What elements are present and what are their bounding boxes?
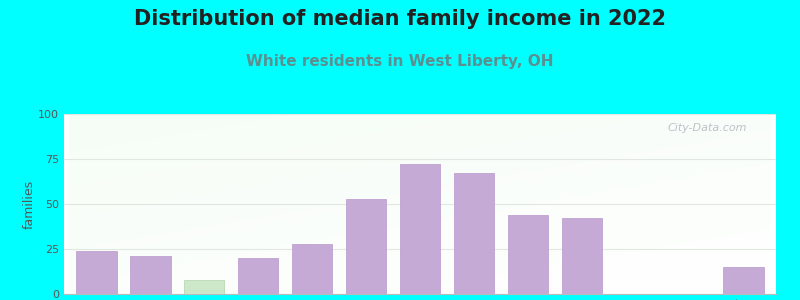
Bar	[346, 199, 386, 294]
Bar	[184, 280, 225, 294]
Text: City-Data.com: City-Data.com	[668, 123, 747, 133]
Bar	[562, 218, 602, 294]
Bar	[454, 173, 494, 294]
Text: White residents in West Liberty, OH: White residents in West Liberty, OH	[246, 54, 554, 69]
Bar	[292, 244, 332, 294]
Y-axis label: families: families	[22, 179, 35, 229]
Bar	[400, 164, 440, 294]
Bar	[723, 267, 764, 294]
Bar	[76, 251, 117, 294]
Text: Distribution of median family income in 2022: Distribution of median family income in …	[134, 9, 666, 29]
Bar	[238, 258, 278, 294]
Bar	[508, 215, 548, 294]
Bar	[130, 256, 170, 294]
